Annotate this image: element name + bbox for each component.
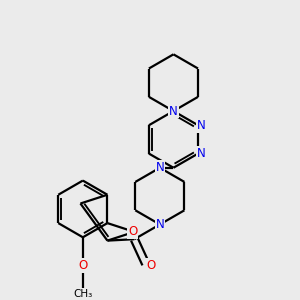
Text: N: N — [155, 218, 164, 231]
Text: N: N — [196, 119, 206, 132]
Text: N: N — [169, 104, 178, 118]
Text: N: N — [196, 147, 206, 160]
Text: O: O — [128, 225, 137, 239]
Text: N: N — [155, 161, 164, 174]
Text: O: O — [146, 259, 156, 272]
Text: CH₃: CH₃ — [73, 289, 92, 299]
Text: O: O — [78, 259, 88, 272]
